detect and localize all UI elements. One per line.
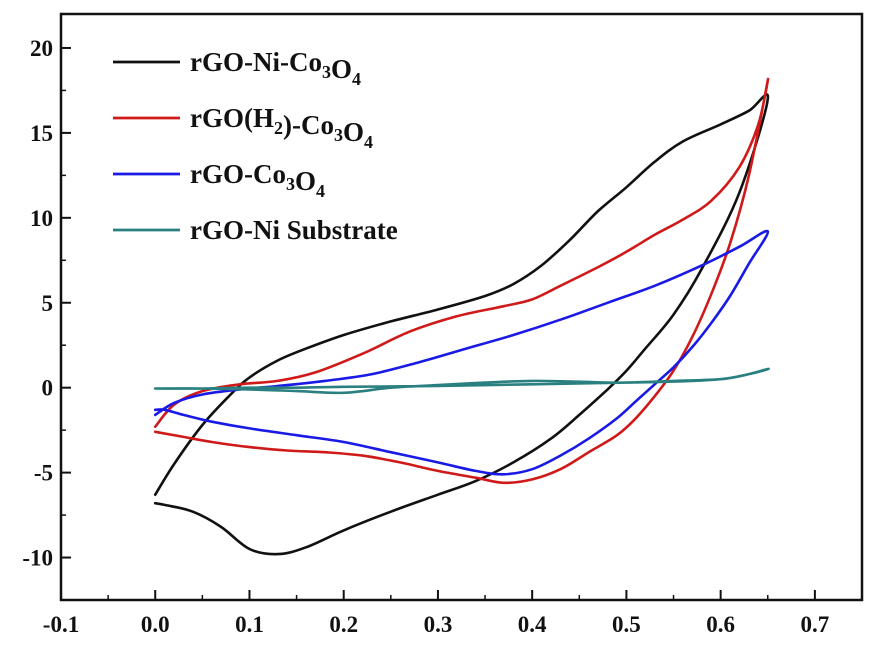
x-tick-label: 0.5 — [612, 612, 641, 637]
x-tick-label: 0.3 — [424, 612, 453, 637]
series-line-0 — [153, 93, 770, 556]
y-tick-label: -10 — [22, 546, 53, 571]
y-tick-label: 15 — [30, 121, 53, 146]
legend-label-2: rGO-Co3O4 — [190, 159, 325, 201]
legend: rGO-Ni-Co3O4 rGO(H2)-Co3O4 rGO-Co3O4 rGO-Ni… — [113, 47, 398, 245]
legend-label-1: rGO(H2)-Co3O4 — [190, 103, 373, 152]
y-tick-label: 10 — [30, 206, 53, 231]
y-tick-label: -5 — [34, 461, 53, 486]
plot-frame — [59, 12, 864, 602]
y-tick-label: 5 — [42, 291, 54, 316]
y-tick-label: 0 — [42, 376, 54, 401]
series-line-2 — [153, 229, 770, 476]
x-tick-label: -0.1 — [43, 612, 79, 637]
legend-label-3: rGO-Ni Substrate — [190, 215, 398, 245]
x-tick-label: 0.0 — [141, 612, 170, 637]
x-tick-label: 0.6 — [706, 612, 735, 637]
series-group — [153, 77, 770, 556]
y-tick-label: 20 — [30, 36, 53, 61]
series-line-3 — [153, 367, 770, 395]
x-tick-label: 0.2 — [329, 612, 358, 637]
x-tick-label: 0.4 — [518, 612, 547, 637]
legend-label-0: rGO-Ni-Co3O4 — [190, 47, 361, 89]
x-tick-label: 0.1 — [235, 612, 264, 637]
x-tick-label: 0.7 — [801, 612, 830, 637]
axes: -0.1 0.0 0.1 0.2 0.3 0.4 0.5 0.6 0.7 -10 -5 0 5 10 15 2… — [22, 12, 864, 637]
series-line-1 — [153, 77, 770, 485]
